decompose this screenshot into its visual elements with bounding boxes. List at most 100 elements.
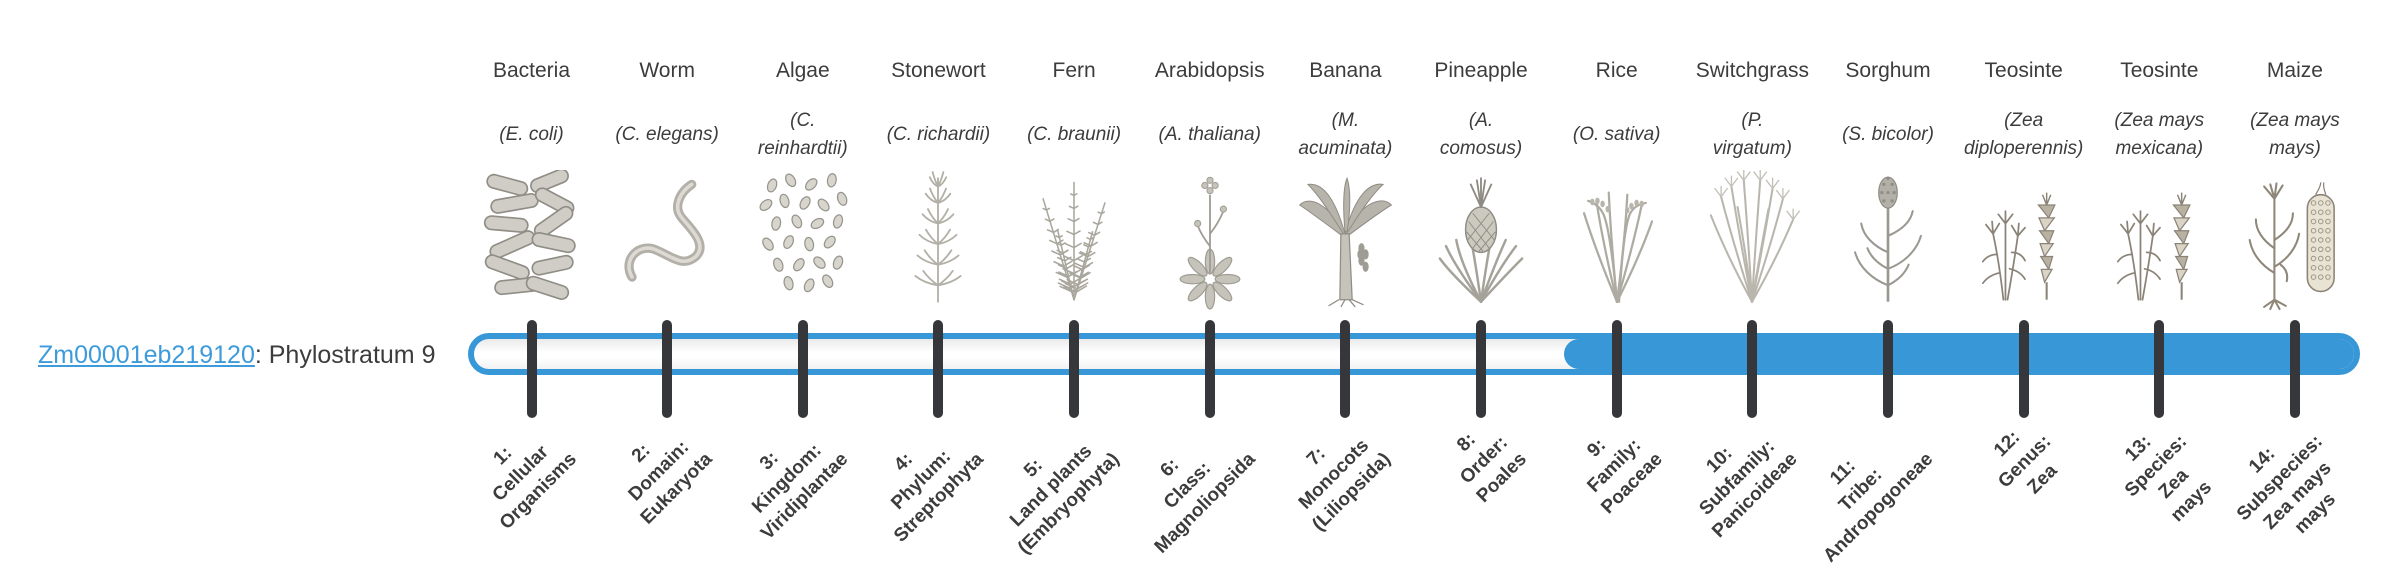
stage-label-1: 1: Cellular Organisms	[459, 412, 582, 535]
organism-common-name: Teosinte	[1984, 59, 2063, 82]
phylostratum-text: : Phylostratum 9	[254, 341, 436, 369]
species-name-line: (Zea mays	[2114, 110, 2205, 131]
gene-id-link[interactable]: Zm00001eb219120	[38, 341, 255, 369]
organism-common-name: Teosinte	[2120, 59, 2199, 82]
organism-species-name: (S. bicolor)	[1813, 102, 1963, 168]
species-name-line: mexicana)	[2115, 138, 2204, 159]
stage-label-3: 3: Kingdom: Viridiplantae	[720, 412, 853, 545]
stage-label-9: 9: Family: Poaceae	[1560, 412, 1668, 520]
organism-name-banana: Banana	[1270, 56, 1420, 86]
stage-label-6: 6: Class: Magnoliopsida	[1114, 412, 1261, 559]
teosinte-icon	[1969, 170, 2079, 310]
organism-common-name: Switchgrass	[1695, 59, 1809, 82]
tick-phylostratum-7	[1340, 320, 1351, 418]
species-name-line: (S. bicolor)	[1842, 124, 1934, 145]
organism-species-name: (Zea diploperennis)	[1949, 102, 2099, 168]
stage-label-10: 10: Subfamily: Panicoideae	[1672, 412, 1803, 543]
tick-phylostratum-12	[2018, 320, 2029, 418]
rice-icon	[1562, 170, 1672, 310]
species-name-line: (E. coli)	[499, 124, 564, 145]
stage-label-13: 13: Species: Zea mays	[2102, 412, 2228, 538]
species-name-line: (A. thaliana)	[1158, 124, 1261, 145]
organism-name-pineapple: Pineapple	[1406, 56, 1556, 86]
organism-name-rice: Rice	[1542, 56, 1692, 86]
species-name-line: (O. sativa)	[1572, 124, 1661, 145]
organism-common-name: Pineapple	[1434, 59, 1528, 82]
species-name-line: (C. braunii)	[1027, 124, 1122, 145]
stage-label-4: 4: Phylum: Streptophyta	[854, 412, 990, 548]
species-name-line: reinhardtii)	[757, 138, 848, 159]
pineapple-icon	[1426, 170, 1536, 310]
organism-species-name: (O. sativa)	[1542, 102, 1692, 168]
organism-name-teosinte: Teosinte	[2084, 56, 2234, 86]
tick-phylostratum-1	[526, 320, 537, 418]
organism-species-name: (C. elegans)	[592, 102, 742, 168]
species-name-line: (Zea mays	[2250, 110, 2340, 131]
organism-species-name: (C. reinhardtii)	[728, 102, 878, 168]
organism-name-arabidopsis: Arabidopsis	[1135, 56, 1285, 86]
organism-species-name: (C. braunii)	[999, 102, 1149, 168]
bacteria-icon	[477, 170, 587, 310]
banana-icon	[1290, 170, 1400, 310]
gene-phylostratum-label: Zm00001eb219120: Phylostratum 9	[38, 340, 436, 370]
organism-common-name: Stonewort	[891, 59, 986, 82]
tick-phylostratum-4	[933, 320, 944, 418]
tick-phylostratum-5	[1069, 320, 1080, 418]
species-name-line: (M.	[1331, 110, 1360, 131]
algae-icon	[748, 170, 858, 310]
stage-label-5: 5: Land plants (Embryophyta)	[977, 412, 1125, 560]
organism-species-name: (C. richardii)	[863, 102, 1013, 168]
organism-common-name: Arabidopsis	[1154, 59, 1265, 82]
organism-name-maize: Maize	[2220, 56, 2370, 86]
organism-common-name: Sorghum	[1845, 59, 1931, 82]
tick-phylostratum-6	[1204, 320, 1215, 418]
organism-name-stonewort: Stonewort	[863, 56, 1013, 86]
tick-phylostratum-10	[1747, 320, 1758, 418]
organism-name-sorghum: Sorghum	[1813, 56, 1963, 86]
organism-species-name: (A. thaliana)	[1135, 102, 1285, 168]
organism-common-name: Bacteria	[492, 59, 571, 82]
tick-phylostratum-9	[1611, 320, 1622, 418]
organism-name-fern: Fern	[999, 56, 1149, 86]
stage-label-14: 14: Subspecies: Zea mays mays	[2214, 412, 2364, 562]
organism-species-name: (Zea mays mays)	[2220, 102, 2370, 168]
switchgrass-icon	[1697, 170, 1807, 310]
organism-species-name: (E. coli)	[457, 102, 607, 168]
stage-label-11: 11: Tribe: Andropogoneae	[1783, 412, 1939, 568]
species-name-line: comosus)	[1439, 138, 1523, 159]
species-name-line: (P.	[1741, 110, 1764, 131]
tick-phylostratum-11	[1883, 320, 1893, 418]
stonewort-icon	[883, 170, 993, 310]
organism-name-worm: Worm	[592, 56, 742, 86]
organism-name-algae: Algae	[728, 56, 878, 86]
maize-icon	[2240, 170, 2350, 310]
organism-species-name: (P. virgatum)	[1677, 102, 1827, 168]
species-name-line: (C. richardii)	[886, 124, 991, 145]
arabidopsis-icon	[1155, 170, 1265, 310]
organism-name-teosinte: Teosinte	[1949, 56, 2099, 86]
organism-species-name: (A. comosus)	[1406, 102, 1556, 168]
organism-common-name: Fern	[1052, 59, 1096, 82]
organism-species-name: (Zea mays mexicana)	[2084, 102, 2234, 168]
species-name-line: (C. elegans)	[615, 124, 719, 145]
fern-icon	[1019, 170, 1129, 310]
organism-common-name: Rice	[1595, 59, 1638, 82]
stage-label-8: 8: Order: Poales	[1436, 412, 1532, 508]
organism-name-bacteria: Bacteria	[457, 56, 607, 86]
organism-common-name: Algae	[775, 59, 830, 82]
tick-phylostratum-3	[797, 320, 808, 418]
stage-label-7: 7: Monocots (Liliopsida)	[1272, 412, 1397, 537]
organism-common-name: Banana	[1309, 59, 1382, 82]
tick-phylostratum-2	[662, 320, 673, 418]
stage-label-2: 2: Domain: Eukaryota	[600, 412, 718, 530]
organism-common-name: Worm	[639, 59, 695, 82]
species-name-line: (A.	[1468, 110, 1494, 131]
teosinte-icon	[2104, 170, 2214, 310]
phylostratum-bar-fill	[1563, 339, 2354, 369]
species-name-line: virgatum)	[1712, 138, 1792, 159]
species-name-line: diploperennis)	[1963, 138, 2084, 159]
organism-species-name: (M. acuminata)	[1270, 102, 1420, 168]
organism-common-name: Maize	[2266, 59, 2323, 82]
stage-label-12: 12: Genus: Zea	[1975, 412, 2074, 511]
organism-name-switchgrass: Switchgrass	[1677, 56, 1827, 86]
